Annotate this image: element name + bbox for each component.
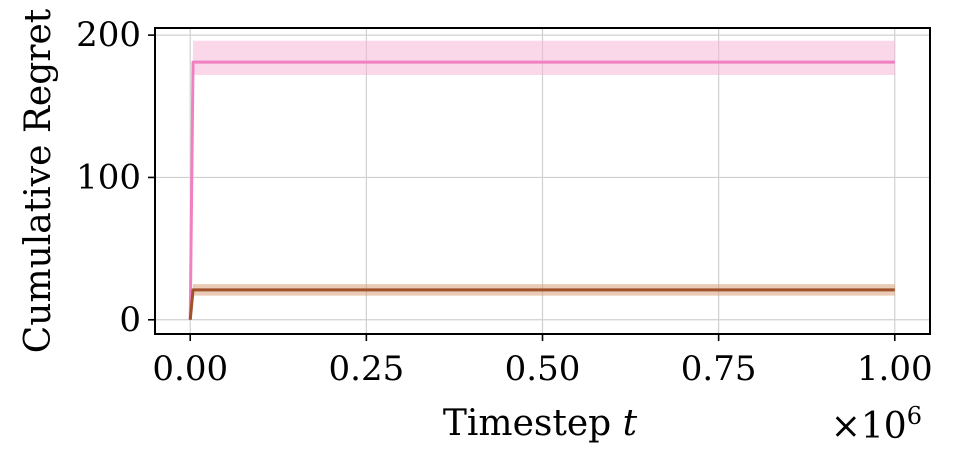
x-tick-label-4: 1.00 <box>857 349 933 389</box>
y-tick-label-1: 100 <box>76 157 141 197</box>
series-1-band <box>190 284 895 320</box>
x-axis-label: Timestep t <box>443 403 638 444</box>
series-1-line <box>188 288 895 320</box>
x-tick-label-3: 0.75 <box>681 349 757 389</box>
x-axis-multiplier-base: ×10 <box>831 406 907 447</box>
y-tick-label-2: 200 <box>76 15 141 55</box>
axis-ticks: 0.00 0.25 0.50 0.75 1.00 0 100 200 <box>76 15 933 389</box>
x-tick-label-1: 0.25 <box>329 349 405 389</box>
series-0-band <box>190 40 895 320</box>
y-axis-label: Cumulative Regret <box>18 8 59 353</box>
y-tick-label-0: 0 <box>119 300 141 340</box>
x-axis-label-text: Timestep <box>443 403 611 444</box>
x-tick-label-0: 0.00 <box>152 349 228 389</box>
x-axis-multiplier-exponent: 6 <box>907 402 922 430</box>
series-0-line <box>188 60 895 320</box>
x-axis-label-variable: t <box>623 403 638 444</box>
x-axis-multiplier: ×106 <box>831 402 922 447</box>
grid <box>155 28 930 334</box>
x-tick-label-2: 0.50 <box>505 349 581 389</box>
series-lines <box>188 60 895 320</box>
confidence-bands <box>190 40 895 320</box>
